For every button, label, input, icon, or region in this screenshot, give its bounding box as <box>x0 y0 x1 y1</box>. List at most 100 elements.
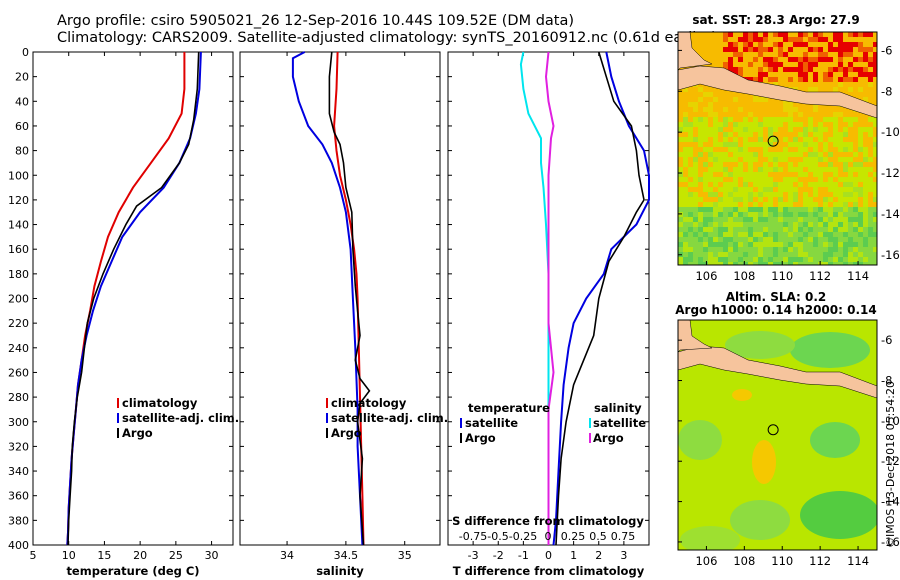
sst-pixel <box>763 122 768 127</box>
sst-pixel <box>733 142 738 147</box>
map-y-tick-label: -10 <box>881 125 900 139</box>
sst-pixel <box>768 182 773 187</box>
sst-pixel <box>743 252 748 257</box>
sst-pixel <box>853 167 858 172</box>
sst-pixel <box>833 262 838 265</box>
map-y-tick-label: -16 <box>881 535 900 549</box>
sst-pixel <box>838 77 843 82</box>
sst-pixel <box>868 177 873 182</box>
sst-pixel <box>813 167 818 172</box>
sst-pixel <box>728 212 733 217</box>
sst-pixel <box>728 42 733 47</box>
sst-pixel <box>758 37 763 42</box>
y-tick-label: 120 <box>8 194 29 207</box>
sst-pixel <box>703 222 708 227</box>
sst-pixel <box>873 207 877 212</box>
sst-pixel <box>843 227 848 232</box>
sst-pixel <box>703 127 708 132</box>
sst-pixel <box>813 62 818 67</box>
sst-pixel <box>733 172 738 177</box>
sst-pixel <box>828 182 833 187</box>
s-tick-label: -0.75 <box>459 530 487 543</box>
sst-pixel <box>758 257 763 262</box>
sst-pixel <box>853 67 858 72</box>
sst-pixel <box>823 157 828 162</box>
sst-pixel <box>813 87 818 92</box>
sst-pixel <box>803 192 808 197</box>
series-line-argo <box>328 51 371 546</box>
sst-pixel <box>763 207 768 212</box>
sst-pixel <box>803 52 808 57</box>
y-tick-label: 0 <box>22 46 29 59</box>
sst-pixel <box>748 222 753 227</box>
sst-pixel <box>733 247 738 252</box>
sst-pixel <box>683 122 688 127</box>
sst-pixel <box>683 262 688 265</box>
sst-pixel <box>828 77 833 82</box>
sst-pixel <box>773 157 778 162</box>
sst-pixel <box>768 262 773 265</box>
sst-pixel <box>838 207 843 212</box>
sst-pixel <box>808 207 813 212</box>
sst-pixel <box>708 157 713 162</box>
sst-pixel <box>698 197 703 202</box>
sst-pixel <box>768 192 773 197</box>
sst-pixel <box>743 127 748 132</box>
sst-pixel <box>853 222 858 227</box>
sst-pixel <box>798 242 803 247</box>
sst-pixel <box>763 257 768 262</box>
sst-pixel <box>718 167 723 172</box>
sst-pixel <box>863 57 868 62</box>
map-x-tick-label: 108 <box>733 269 755 283</box>
sst-pixel <box>803 207 808 212</box>
sst-pixel <box>873 257 877 262</box>
sst-pixel <box>868 117 873 122</box>
sst-pixel <box>683 127 688 132</box>
x-tick-label: 30 <box>205 549 219 562</box>
sst-pixel <box>808 227 813 232</box>
sst-pixel <box>848 87 853 92</box>
sst-pixel <box>723 157 728 162</box>
sst-pixel <box>788 127 793 132</box>
sst-pixel <box>843 187 848 192</box>
sst-pixel <box>758 67 763 72</box>
sst-pixel <box>713 122 718 127</box>
sst-pixel <box>828 237 833 242</box>
sst-pixel <box>863 127 868 132</box>
sst-pixel <box>863 197 868 202</box>
sst-pixel <box>813 252 818 257</box>
sst-pixel <box>813 192 818 197</box>
sst-pixel <box>753 227 758 232</box>
sst-pixel <box>858 187 863 192</box>
sst-pixel <box>838 52 843 57</box>
sst-pixel <box>718 242 723 247</box>
sst-pixel <box>858 222 863 227</box>
sst-pixel <box>773 237 778 242</box>
sst-pixel <box>688 262 693 265</box>
sst-pixel <box>833 232 838 237</box>
sst-pixel <box>748 127 753 132</box>
sst-pixel <box>818 172 823 177</box>
sst-pixel <box>688 217 693 222</box>
sst-pixel <box>818 257 823 262</box>
sst-pixel <box>853 117 858 122</box>
sst-pixel <box>688 207 693 212</box>
sst-pixel <box>758 172 763 177</box>
sst-pixel <box>678 187 683 192</box>
sst-pixel <box>763 202 768 207</box>
sst-pixel <box>828 242 833 247</box>
sst-pixel <box>853 182 858 187</box>
sst-pixel <box>818 132 823 137</box>
sst-pixel <box>823 227 828 232</box>
sla-map-title: Altim. SLA: 0.2 <box>726 290 827 304</box>
sst-pixel <box>763 162 768 167</box>
sst-pixel <box>868 167 873 172</box>
sst-pixel <box>838 177 843 182</box>
sst-pixel <box>858 47 863 52</box>
sst-pixel <box>823 207 828 212</box>
sst-pixel <box>798 142 803 147</box>
sst-pixel <box>718 157 723 162</box>
sst-pixel <box>793 142 798 147</box>
sst-pixel <box>698 262 703 265</box>
sst-pixel <box>853 237 858 242</box>
